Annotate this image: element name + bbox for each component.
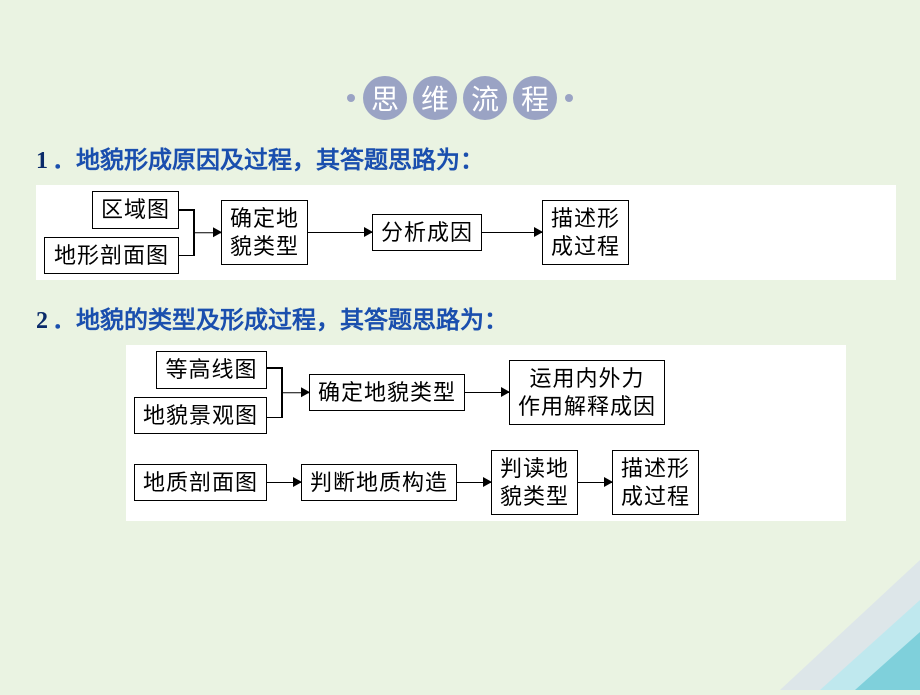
s2b-arrow-0 [267, 482, 301, 484]
corner-tri-2 [820, 600, 920, 690]
s1-input-1: 区域图 [101, 196, 170, 224]
corner-tri-3 [780, 560, 920, 690]
s1-merge: 区域图 地形剖面图 [44, 191, 221, 274]
s1-input-box-2: 地形剖面图 [44, 237, 179, 275]
s1-step-2: 分析成因 [372, 214, 482, 252]
s1-input-2: 地形剖面图 [54, 242, 169, 270]
s1-input-box-1: 区域图 [92, 191, 179, 229]
section-1-number: 1 [36, 148, 48, 174]
s2a-merge: 等高线图 地貌景观图 [134, 351, 309, 434]
s2a-step-2-l2: 作用解释成因 [518, 393, 656, 421]
corner-decor [750, 540, 920, 690]
title-char-2: 维 [413, 76, 457, 120]
s2b-step-3: 描述形 成过程 [612, 450, 699, 515]
corner-tri-1 [855, 632, 920, 690]
s1-step-2-l1: 分析成因 [381, 219, 473, 247]
s2b-step-3-l2: 成过程 [621, 483, 690, 511]
s2a-arrow-1 [465, 392, 509, 394]
s2b-arrow-2 [578, 482, 612, 484]
s1-arrow-2 [482, 232, 542, 234]
title-badge-wrap: 思 维 流 程 [0, 0, 920, 120]
section-1-label: ．地貌形成原因及过程，其答题思路为： [52, 148, 484, 174]
s1-step-1: 确定地 貌类型 [221, 200, 308, 265]
s2a-step-2-l1: 运用内外力 [530, 365, 645, 393]
s2a-input-1: 等高线图 [166, 356, 258, 384]
section-2-label: ．地貌的类型及形成过程，其答题思路为： [52, 308, 508, 334]
s1-step-1-l1: 确定地 [230, 205, 299, 233]
s2b-step-2-l1: 判读地 [500, 455, 569, 483]
s2b-arrow-1 [457, 482, 491, 484]
s2a-step-2: 运用内外力 作用解释成因 [509, 360, 665, 425]
s2b-step-1: 判断地质构造 [301, 464, 457, 502]
s2a-step-1: 确定地貌类型 [309, 374, 465, 412]
section-2-heading: 2．地貌的类型及形成过程，其答题思路为： [36, 300, 884, 335]
title-badge: 思 维 流 程 [347, 76, 573, 120]
s2b-step-2-l2: 貌类型 [500, 483, 569, 511]
title-chars: 思 维 流 程 [363, 76, 557, 120]
s2b-step-1-l1: 判断地质构造 [310, 469, 448, 497]
section-1-flow: 区域图 地形剖面图 确定地 貌类型 分析成因 描述形 [36, 185, 896, 280]
s1-step-3-l1: 描述形 [551, 205, 620, 233]
title-char-4: 程 [513, 76, 557, 120]
s2a-step-1-l1: 确定地貌类型 [318, 379, 456, 407]
title-char-1: 思 [363, 76, 407, 120]
title-dot-right [565, 94, 573, 102]
corner-svg [750, 540, 920, 690]
section-2-flow: 等高线图 地貌景观图 确定地貌类型 运用内外力 作用解释成因 [126, 345, 846, 521]
title-char-3: 流 [463, 76, 507, 120]
s1-step-1-l2: 貌类型 [230, 233, 299, 261]
s1-step-3-l2: 成过程 [551, 233, 620, 261]
s2a-input-box-2: 地貌景观图 [134, 397, 267, 435]
s2b-step-3-l1: 描述形 [621, 455, 690, 483]
s2a-input-box-1: 等高线图 [156, 351, 267, 389]
s2b-start: 地质剖面图 [134, 464, 267, 502]
s2a-brace [267, 351, 309, 434]
s2b-step-2: 判读地 貌类型 [491, 450, 578, 515]
title-dot-left [347, 94, 355, 102]
content: 1．地貌形成原因及过程，其答题思路为： 区域图 地形剖面图 确定地 貌 [0, 120, 920, 531]
section-1-heading: 1．地貌形成原因及过程，其答题思路为： [36, 140, 884, 175]
section-2-number: 2 [36, 308, 48, 334]
s2b-start-l1: 地质剖面图 [143, 469, 258, 497]
s1-brace [179, 191, 221, 274]
s1-arrow-1 [308, 232, 372, 234]
s2a-input-2: 地貌景观图 [143, 402, 258, 430]
s1-step-3: 描述形 成过程 [542, 200, 629, 265]
